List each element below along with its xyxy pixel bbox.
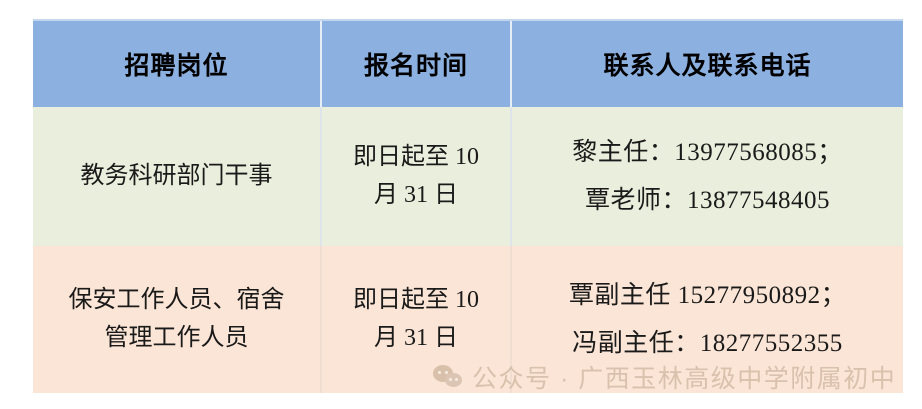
signup-time-line-1: 即日起至 10 — [353, 144, 479, 171]
column-header-signup-time: 报名时间 — [320, 19, 511, 107]
contact-line-2: 覃老师：13877548405 — [584, 186, 830, 214]
cell-position: 教务科研部门干事 — [33, 107, 321, 246]
cell-signup-time: 即日起至 10 月 31 日 — [320, 246, 511, 393]
recruitment-table: 招聘岗位 报名时间 联系人及联系电话 教务科研部门干事 即日起至 10 月 31… — [33, 19, 903, 393]
signup-time-line-2: 月 31 日 — [374, 181, 458, 208]
contact-line-1: 黎主任：13977568085； — [572, 139, 843, 166]
cell-contact: 覃副主任 15277950892； 冯副主任：18277552355 — [510, 246, 903, 393]
cell-contact: 黎主任：13977568085； 覃老师：13877548405 — [510, 107, 903, 246]
column-header-contact: 联系人及联系电话 — [510, 19, 903, 107]
column-header-position: 招聘岗位 — [33, 19, 321, 107]
position-text: 教务科研部门干事 — [80, 162, 273, 189]
position-line-2: 管理工作人员 — [104, 324, 249, 351]
table-row: 保安工作人员、宿舍 管理工作人员 即日起至 10 月 31 日 覃副主任 152… — [33, 246, 903, 393]
table-row: 教务科研部门干事 即日起至 10 月 31 日 黎主任：13977568085；… — [33, 107, 903, 246]
contact-line-2: 冯副主任：18277552355 — [572, 329, 843, 357]
table-header-row: 招聘岗位 报名时间 联系人及联系电话 — [33, 19, 903, 107]
cell-signup-time: 即日起至 10 月 31 日 — [320, 107, 511, 246]
signup-time-line-2: 月 31 日 — [374, 324, 458, 351]
position-line-1: 保安工作人员、宿舍 — [68, 287, 285, 314]
signup-time-line-1: 即日起至 10 — [353, 287, 479, 314]
cell-position: 保安工作人员、宿舍 管理工作人员 — [33, 246, 321, 393]
contact-line-1: 覃副主任 15277950892； — [568, 282, 847, 309]
